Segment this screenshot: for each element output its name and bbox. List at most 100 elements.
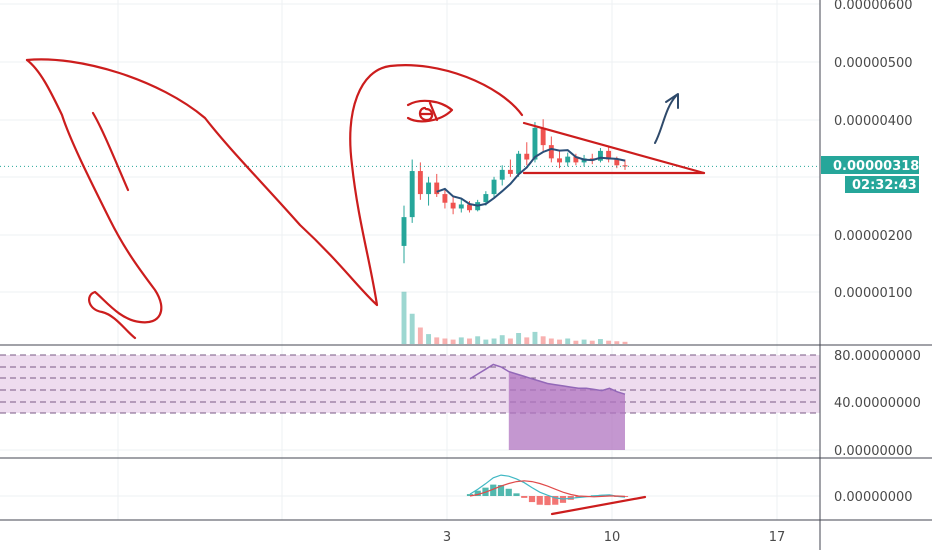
last-price-label: 0.00000318 xyxy=(833,159,919,174)
candle xyxy=(450,196,456,215)
price-axis[interactable]: 0.00000600 0.00000500 0.00000400 0.00000200… xyxy=(834,0,921,505)
y-tick-label: 0.00000000 xyxy=(834,490,913,505)
volume-bar xyxy=(483,339,489,344)
volume-bar xyxy=(557,339,562,344)
candle xyxy=(540,119,546,151)
volume-bar xyxy=(401,291,407,344)
candle xyxy=(491,176,497,197)
candle xyxy=(524,142,530,166)
volume-bar xyxy=(532,331,538,344)
macd-histogram-bar xyxy=(466,494,474,496)
eye-flick-drawing xyxy=(428,101,439,122)
bird-tail-drawing xyxy=(25,58,163,340)
y-tick-label: 0.00000200 xyxy=(834,229,913,244)
macd-histogram-bar xyxy=(536,496,543,505)
volume-bar xyxy=(499,335,505,344)
volume-bar xyxy=(426,334,432,344)
x-tick-label: 10 xyxy=(604,530,621,545)
rsi-fill xyxy=(508,371,625,450)
y-tick-label: 80.00000000 xyxy=(834,349,921,364)
macd-histogram-bar xyxy=(513,493,520,496)
macd-layer xyxy=(466,474,629,506)
macd-line xyxy=(469,474,626,500)
x-tick-label: 3 xyxy=(443,530,451,545)
volume-bar xyxy=(573,340,579,344)
bird-wing-drawing xyxy=(91,111,130,192)
volume-bar xyxy=(548,338,554,344)
bird-head-drawing xyxy=(25,58,524,307)
macd-histogram-bar xyxy=(552,496,559,505)
y-tick-label: 0.00000100 xyxy=(834,286,913,301)
candle xyxy=(516,150,522,177)
volume-bar xyxy=(614,341,620,344)
volume-bar xyxy=(450,339,456,344)
volume-bar xyxy=(442,338,448,344)
breakout-arrow xyxy=(654,93,679,144)
volume-bar xyxy=(622,341,628,344)
candle xyxy=(557,150,562,169)
volume-bar xyxy=(524,337,530,344)
triangle-upper-trendline xyxy=(522,121,706,175)
volume-bar xyxy=(597,339,603,344)
candle xyxy=(597,148,603,163)
macd-histogram-bar xyxy=(544,496,551,506)
signal-line xyxy=(469,480,626,498)
volume-bar xyxy=(516,333,522,344)
candle xyxy=(532,122,538,163)
volume-bar xyxy=(467,338,472,344)
moving-average-line xyxy=(436,147,626,207)
y-tick-label: 0.00000500 xyxy=(834,56,913,71)
macd-histogram-bar xyxy=(497,484,505,496)
macd-histogram-bar xyxy=(528,496,536,503)
macd-histogram-bar xyxy=(575,496,582,498)
candle xyxy=(565,152,571,167)
y-tick-label: 40.00000000 xyxy=(834,396,921,411)
volume-bar xyxy=(540,336,546,344)
volume-bar xyxy=(475,336,481,344)
hand-drawing xyxy=(25,58,706,516)
volume-bars xyxy=(401,291,628,344)
rsi-layer xyxy=(469,363,626,450)
volume-bar xyxy=(565,338,571,344)
volume-bar xyxy=(507,338,513,344)
candles xyxy=(401,119,628,264)
x-tick-label: 17 xyxy=(769,530,786,545)
rsi-line xyxy=(469,363,626,395)
rsi-band xyxy=(0,355,820,413)
volume-bar xyxy=(589,340,595,344)
volume-bar xyxy=(458,337,464,344)
candle xyxy=(507,159,513,177)
candle xyxy=(426,176,432,206)
candle xyxy=(434,173,440,197)
volume-bar xyxy=(581,339,587,344)
macd-histogram-bar xyxy=(490,484,497,496)
candle xyxy=(573,153,579,166)
macd-trendline xyxy=(550,495,647,516)
candle xyxy=(409,159,415,223)
candle xyxy=(458,198,464,213)
y-tick-label: 0.00000000 xyxy=(834,444,913,459)
last-price-marker[interactable]: 0.00000318 02:32:43 xyxy=(821,156,919,193)
volume-bar xyxy=(417,327,423,344)
volume-bar xyxy=(434,337,440,344)
rsi-band-lines xyxy=(0,354,820,414)
candle xyxy=(499,165,505,186)
price-grid xyxy=(0,0,820,520)
y-tick-label: 0.00000400 xyxy=(834,114,913,129)
macd-histogram-bar xyxy=(505,488,512,496)
candle xyxy=(417,162,423,200)
bird-eye-outline-drawing xyxy=(406,99,454,123)
macd-histogram-bar xyxy=(474,490,481,496)
volume-bar xyxy=(409,313,415,344)
y-tick-label: 0.00000600 xyxy=(834,0,913,13)
candle xyxy=(622,159,628,170)
bird-pupil-drawing xyxy=(418,106,434,122)
candle xyxy=(401,205,407,264)
macd-histogram-bar xyxy=(521,496,528,498)
volume-bar xyxy=(491,338,497,344)
volume-bar xyxy=(606,340,612,344)
candle xyxy=(606,146,612,163)
candle xyxy=(442,188,448,209)
countdown-label: 02:32:43 xyxy=(852,178,917,193)
